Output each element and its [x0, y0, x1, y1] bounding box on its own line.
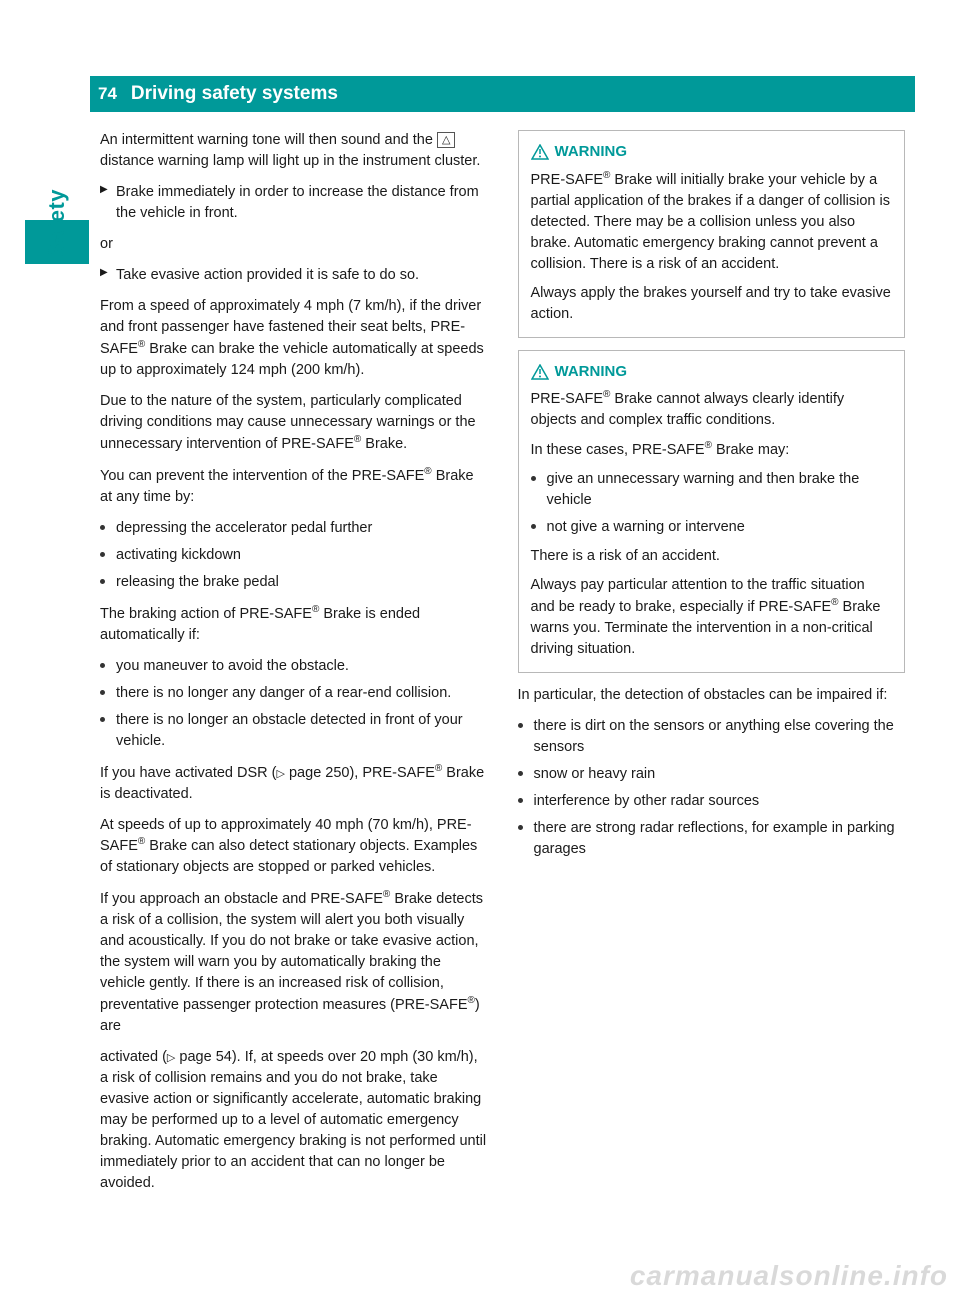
xref-icon: ▷ — [277, 767, 285, 783]
side-section-label: Safety — [44, 189, 70, 258]
paragraph: The braking action of PRE-SAFE® Brake is… — [100, 603, 488, 646]
list-item: not give a warning or intervene — [531, 517, 893, 538]
header-bar: 74 Driving safety systems — [90, 76, 915, 112]
action-list: Brake immediately in order to increase t… — [100, 182, 488, 224]
action-list: Take evasive action provided it is safe … — [100, 265, 488, 286]
list-item: give an unnecessary warning and then bra… — [531, 469, 893, 511]
manual-page: 74 Driving safety systems Safety An inte… — [0, 0, 960, 1302]
paragraph: There is a risk of an accident. — [531, 546, 893, 567]
list-item: depressing the accelerator pedal further — [100, 518, 488, 539]
list-item: releasing the brake pedal — [100, 572, 488, 593]
paragraph: Due to the nature of the system, particu… — [100, 391, 488, 455]
distance-warning-lamp-icon: △ — [437, 132, 455, 148]
list-item: activating kickdown — [100, 545, 488, 566]
warning-icon — [531, 364, 549, 380]
list-item: there is dirt on the sensors or anything… — [518, 716, 906, 758]
header-title: Driving safety systems — [131, 83, 338, 105]
paragraph: Always apply the brakes yourself and try… — [531, 283, 893, 325]
body-text: An intermittent warning tone will then s… — [100, 130, 905, 1242]
list-item: interference by other radar sources — [518, 791, 906, 812]
paragraph: activated (▷ page 54). If, at speeds ove… — [100, 1047, 488, 1194]
warning-heading: WARNING — [531, 141, 893, 163]
paragraph: In particular, the detection of obstacle… — [518, 685, 906, 706]
warning-heading: WARNING — [531, 361, 893, 383]
paragraph: In these cases, PRE-SAFE® Brake may: — [531, 439, 893, 461]
warning-icon — [531, 144, 549, 160]
paragraph: Always pay particular attention to the t… — [531, 575, 893, 660]
list-item: there is no longer any danger of a rear-… — [100, 683, 488, 704]
paragraph: PRE-SAFE® Brake will initially brake you… — [531, 169, 893, 275]
paragraph: If you approach an obstacle and PRE-SAFE… — [100, 888, 488, 1037]
list-item: Take evasive action provided it is safe … — [100, 265, 488, 286]
paragraph: An intermittent warning tone will then s… — [100, 130, 488, 172]
paragraph: You can prevent the intervention of the … — [100, 465, 488, 508]
warning-box: WARNING PRE-SAFE® Brake cannot always cl… — [518, 350, 906, 673]
list-item: Brake immediately in order to increase t… — [100, 182, 488, 224]
list-item: you maneuver to avoid the obstacle. — [100, 656, 488, 677]
bullet-list: there is dirt on the sensors or anything… — [518, 716, 906, 860]
or-separator: or — [100, 234, 488, 255]
bullet-list: give an unnecessary warning and then bra… — [531, 469, 893, 538]
paragraph: At speeds of up to approximately 40 mph … — [100, 815, 488, 879]
bullet-list: you maneuver to avoid the obstacle. ther… — [100, 656, 488, 752]
paragraph: PRE-SAFE® Brake cannot always clearly id… — [531, 388, 893, 431]
list-item: there is no longer an obstacle detected … — [100, 710, 488, 752]
list-item: there are strong radar reflections, for … — [518, 818, 906, 860]
list-item: snow or heavy rain — [518, 764, 906, 785]
paragraph: If you have activated DSR (▷ page 250), … — [100, 762, 488, 805]
paragraph: From a speed of approximately 4 mph (7 k… — [100, 296, 488, 381]
watermark: carmanualsonline.info — [630, 1260, 948, 1292]
bullet-list: depressing the accelerator pedal further… — [100, 518, 488, 593]
page-number: 74 — [98, 84, 117, 104]
warning-box: WARNING PRE-SAFE® Brake will initially b… — [518, 130, 906, 338]
